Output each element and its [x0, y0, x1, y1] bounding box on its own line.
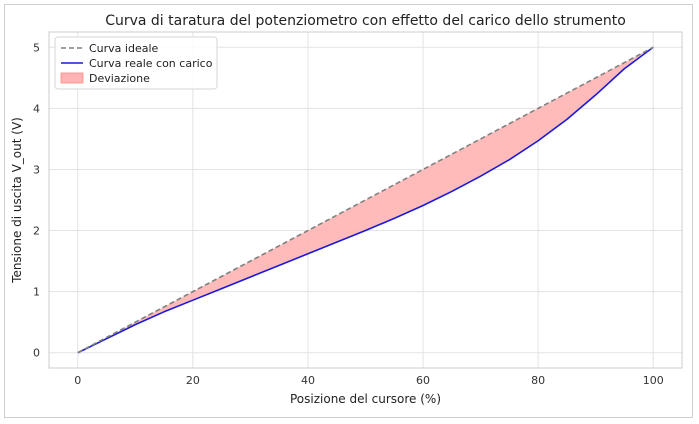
- x-tick-labels: 0 20 40 60 80 100: [74, 374, 663, 387]
- y-tick-label: 2: [33, 225, 40, 238]
- chart-title: Curva di taratura del potenziometro con …: [105, 13, 626, 29]
- y-tick-label: 3: [33, 163, 40, 176]
- chart-frame: 0 20 40 60 80 100 0 1 2 3 4 5 Curva di taratura de…: [4, 4, 693, 418]
- y-axis-title: Tensione di uscita V_out (V): [10, 117, 24, 284]
- legend-box: [54, 36, 218, 90]
- x-axis-title: Posizione del cursore (%): [290, 392, 441, 406]
- y-tick-label: 4: [33, 102, 40, 115]
- y-tick-label: 0: [33, 347, 40, 360]
- x-tick-label: 40: [301, 374, 315, 387]
- legend: Curva ideale Curva reale con carico Devi…: [54, 36, 218, 90]
- x-tick-label: 100: [643, 374, 664, 387]
- legend-label-ideal: Curva ideale: [89, 42, 159, 55]
- legend-label-deviation: Deviazione: [89, 72, 150, 85]
- x-tick-label: 20: [186, 374, 200, 387]
- x-tick-label: 0: [74, 374, 81, 387]
- y-tick-labels: 0 1 2 3 4 5: [33, 41, 40, 359]
- series-line-real: [77, 46, 654, 354]
- legend-swatch-deviation: [60, 72, 84, 84]
- legend-label-real: Curva reale con carico: [89, 57, 213, 70]
- series-layer: [77, 46, 654, 354]
- series-line-ideal: [77, 46, 654, 354]
- x-tick-label: 60: [416, 374, 430, 387]
- plot-area: [48, 31, 683, 369]
- x-tick-label: 80: [531, 374, 545, 387]
- chart-svg: 0 20 40 60 80 100 0 1 2 3 4 5 Curva di taratura de…: [10, 13, 683, 406]
- y-tick-label: 5: [33, 41, 40, 54]
- y-tick-label: 1: [33, 286, 40, 299]
